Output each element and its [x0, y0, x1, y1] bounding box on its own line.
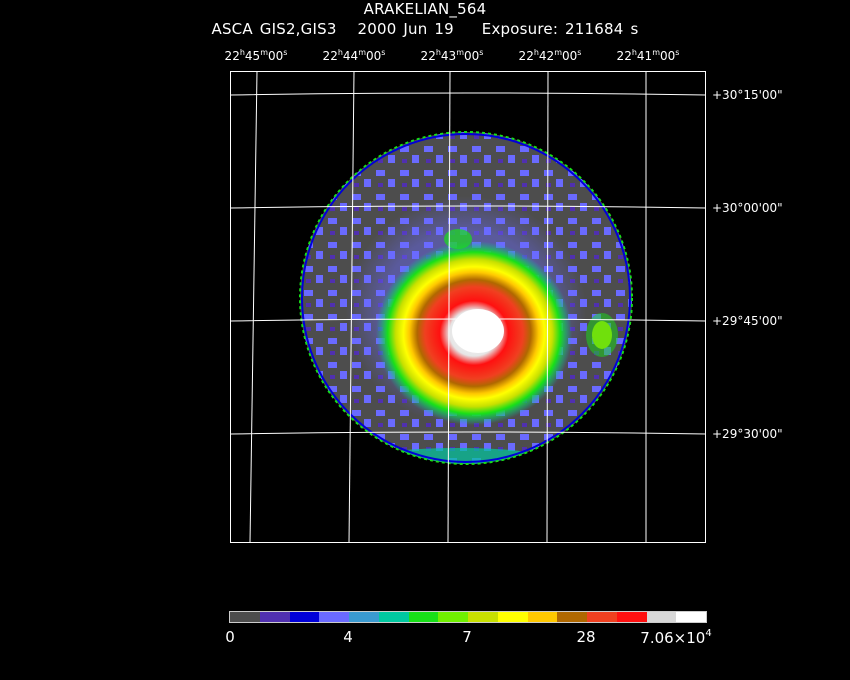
colorbar-swatch-15	[676, 612, 706, 622]
colorbar	[229, 611, 707, 623]
dec-label-2: +30°00'00"	[712, 201, 783, 215]
colorbar-swatch-0	[230, 612, 260, 622]
colorbar-swatch-4	[349, 612, 379, 622]
colorbar-label-max: 7.06×104	[640, 628, 712, 647]
colorbar-label-7: 7	[462, 628, 472, 646]
object-title: ARAKELIAN_564	[363, 0, 487, 18]
instrument-label: ASCA GIS2,GIS3	[211, 20, 337, 38]
colorbar-label-4: 4	[343, 628, 353, 646]
dec-label-1: +30°15'00"	[712, 88, 783, 102]
colorbar-swatch-9	[497, 612, 528, 622]
ra-label-1: 22h45m00s	[224, 48, 288, 63]
fov-edge	[299, 131, 633, 465]
colorbar-swatch-14	[646, 612, 677, 622]
colorbar-swatch-1	[259, 612, 290, 622]
ra-label-4: 22h42m00s	[518, 48, 582, 63]
dec-label-3: +29°45'00"	[712, 314, 783, 328]
colorbar-swatch-3	[319, 612, 349, 622]
coordinate-grid	[230, 71, 706, 543]
date-label: 2000 Jun 19	[357, 20, 454, 38]
observation-subtitle: ASCA GIS2,GIS3 2000 Jun 19 Exposure: 211…	[0, 20, 850, 38]
colorbar-swatch-6	[408, 612, 439, 622]
exposure-label: Exposure: 211684 s	[481, 20, 639, 38]
field-of-view	[300, 132, 632, 464]
colorbar-label-0: 0	[225, 628, 235, 646]
colorbar-swatch-2	[289, 612, 320, 622]
colorbar-swatch-11	[557, 612, 587, 622]
ra-label-3: 22h43m00s	[420, 48, 484, 63]
colorbar-swatch-8	[468, 612, 498, 622]
fov-inner-edge	[301, 133, 631, 463]
image-border	[230, 71, 706, 543]
xray-image	[230, 71, 706, 543]
ra-label-5: 22h41m00s	[616, 48, 680, 63]
colorbar-swatch-12	[587, 612, 617, 622]
colorbar-swatch-5	[378, 612, 409, 622]
ra-label-2: 22h44m00s	[322, 48, 386, 63]
colorbar-swatch-10	[527, 612, 558, 622]
dec-label-4: +29°30'00"	[712, 427, 783, 441]
colorbar-label-28: 28	[576, 628, 596, 646]
colorbar-swatch-7	[438, 612, 468, 622]
colorbar-swatch-13	[616, 612, 647, 622]
